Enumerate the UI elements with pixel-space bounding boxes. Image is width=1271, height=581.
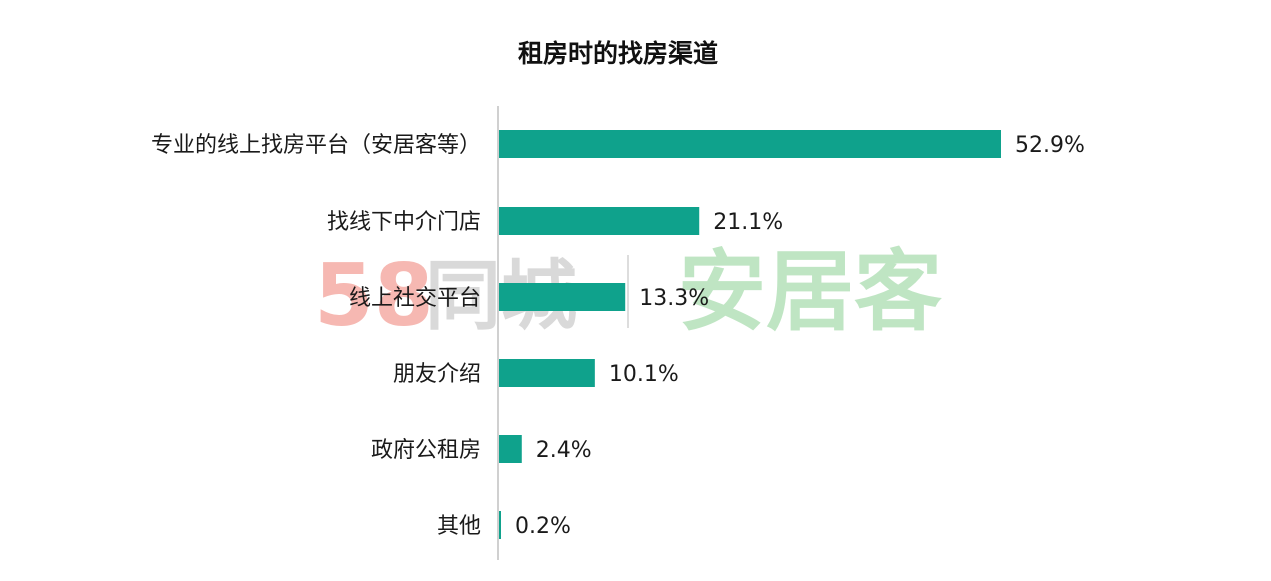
chart-title: 租房时的找房渠道 [518, 39, 718, 68]
value-label-4: 2.4% [536, 438, 592, 463]
bar-2 [499, 283, 626, 311]
category-label-1: 找线下中介门店 [327, 210, 481, 235]
watermark-anjuke-text: 安居客 [678, 240, 942, 343]
bar-4 [499, 435, 522, 463]
bar-3 [499, 359, 595, 387]
bar-5 [499, 511, 501, 539]
value-label-5: 0.2% [515, 514, 571, 539]
value-label-3: 10.1% [609, 362, 679, 387]
watermark-58-logo: 58 [314, 246, 434, 346]
category-label-4: 政府公租房 [371, 438, 481, 463]
value-labels-group: 52.9% 21.1% 13.3% 10.1% 2.4% 0.2% [515, 133, 1085, 539]
bars-group [499, 130, 1001, 539]
category-label-2: 线上社交平台 [349, 286, 481, 311]
value-label-1: 21.1% [713, 210, 783, 235]
category-label-0: 专业的线上找房平台（安居客等） [151, 133, 481, 158]
value-label-0: 52.9% [1015, 133, 1085, 158]
bar-0 [499, 130, 1001, 158]
value-label-2: 13.3% [639, 286, 709, 311]
category-label-3: 朋友介绍 [393, 362, 481, 387]
category-label-5: 其他 [437, 514, 481, 539]
bar-1 [499, 207, 700, 235]
